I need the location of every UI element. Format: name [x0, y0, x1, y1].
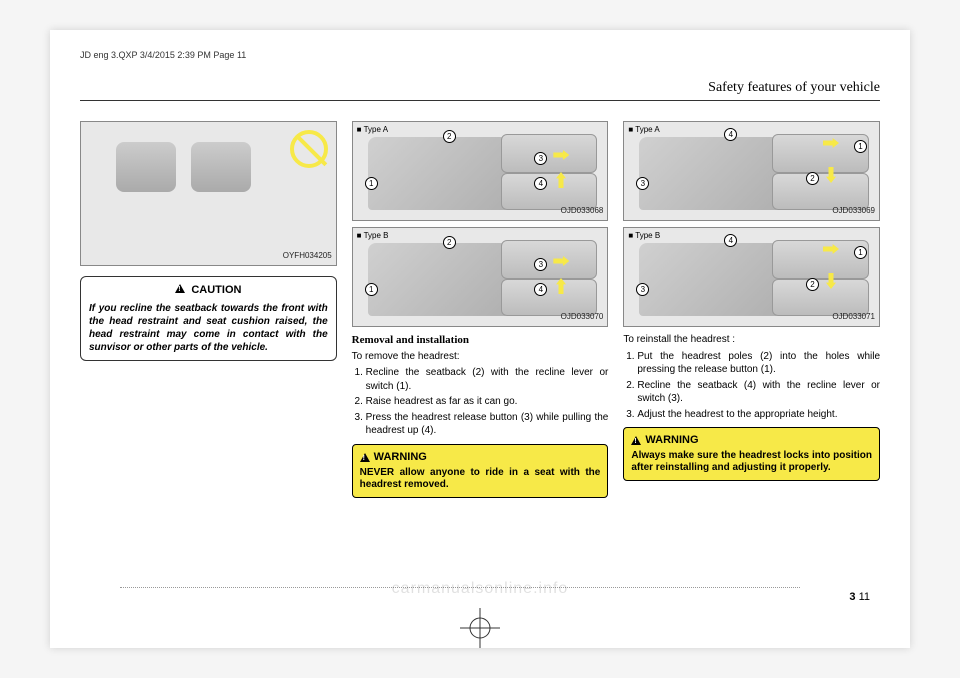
watermark: carmanualsonline.info	[392, 580, 569, 598]
figure-code: OJD033069	[832, 206, 875, 217]
intro-text: To remove the headrest:	[352, 350, 609, 364]
warning-body: NEVER allow anyone to ride in a seat wit…	[360, 467, 601, 492]
headrest-illustration	[191, 142, 251, 192]
warning-triangle-icon	[631, 436, 641, 445]
seat-illustration	[639, 243, 779, 317]
warning-title-text: WARNING	[374, 450, 427, 465]
warning-title: WARNING	[631, 433, 872, 448]
subheading-removal: Removal and installation	[352, 333, 609, 348]
headrest-inset	[501, 240, 598, 279]
step-item: Adjust the headrest to the appropriate h…	[637, 408, 880, 422]
page-number: 3 11	[849, 591, 870, 603]
caution-box: CAUTION If you recline the seatback towa…	[80, 276, 337, 361]
headrest-inset	[501, 173, 598, 210]
content-columns: OYFH034205 CAUTION If you recline the se…	[80, 121, 880, 498]
section-title: Safety features of your vehicle	[80, 80, 880, 101]
warning-triangle-icon	[175, 284, 185, 293]
warning-triangle-icon	[360, 453, 370, 462]
figure-code: OJD033070	[561, 312, 604, 323]
warning-box: WARNING NEVER allow anyone to ride in a …	[352, 444, 609, 498]
callout-2: 2	[443, 130, 456, 143]
caution-body: If you recline the seatback towards the …	[89, 302, 328, 354]
seat-illustration	[368, 137, 508, 211]
warning-box: WARNING Always make sure the headrest lo…	[623, 427, 880, 481]
callout-1: 1	[365, 177, 378, 190]
step-item: Raise headrest as far as it can go.	[366, 395, 609, 409]
callout-2: 2	[443, 236, 456, 249]
manual-page: JD eng 3.QXP 3/4/2015 2:39 PM Page 11 Sa…	[50, 30, 910, 648]
figure-code: OYFH034205	[283, 251, 332, 262]
callout-1: 1	[854, 140, 867, 153]
headrest-inset	[772, 134, 869, 173]
warning-body: Always make sure the headrest locks into…	[631, 450, 872, 475]
column-2: ■ Type A 1 2 3 4 OJD033068 ■ Type B 1 2 …	[352, 121, 609, 498]
step-item: Put the headrest poles (2) into the hole…	[637, 350, 880, 377]
figure-removal-type-a: ■ Type A 1 2 3 4 OJD033068	[352, 121, 609, 221]
figure-code: OJD033068	[561, 206, 604, 217]
figure-removal-type-b: ■ Type B 1 2 3 4 OJD033070	[352, 227, 609, 327]
figure-type-label: ■ Type A	[357, 125, 388, 136]
figure-type-label: ■ Type B	[628, 231, 660, 242]
figure-code: OJD033071	[832, 312, 875, 323]
warning-title: WARNING	[360, 450, 601, 465]
step-item: Recline the seatback (2) with the reclin…	[366, 366, 609, 393]
intro-text: To reinstall the headrest :	[623, 333, 880, 347]
figure-install-type-a: ■ Type A 1 2 3 4 OJD033069	[623, 121, 880, 221]
step-item: Recline the seatback (4) with the reclin…	[637, 379, 880, 406]
seat-illustration	[368, 243, 508, 317]
page-in-chapter: 11	[859, 591, 870, 603]
headrest-illustration	[116, 142, 176, 192]
chapter-number: 3	[849, 591, 855, 603]
headrest-inset	[501, 134, 598, 173]
caution-title: CAUTION	[89, 283, 328, 298]
prohibit-icon	[290, 130, 328, 168]
callout-2: 2	[806, 278, 819, 291]
headrest-inset	[772, 240, 869, 279]
step-item: Press the headrest release button (3) wh…	[366, 411, 609, 438]
figure-type-label: ■ Type B	[357, 231, 389, 242]
caution-title-text: CAUTION	[191, 284, 241, 296]
footer-rule	[120, 587, 800, 588]
callout-1: 1	[365, 283, 378, 296]
headrest-inset	[501, 279, 598, 316]
crop-mark-bottom	[460, 608, 500, 648]
print-header: JD eng 3.QXP 3/4/2015 2:39 PM Page 11	[80, 50, 880, 60]
headrest-inset	[772, 173, 869, 210]
callout-2: 2	[806, 172, 819, 185]
figure-seat-recline: OYFH034205	[80, 121, 337, 266]
figure-install-type-b: ■ Type B 1 2 3 4 OJD033071	[623, 227, 880, 327]
callout-1: 1	[854, 246, 867, 259]
warning-title-text: WARNING	[645, 433, 698, 448]
column-1: OYFH034205 CAUTION If you recline the se…	[80, 121, 337, 498]
removal-steps: Recline the seatback (2) with the reclin…	[352, 366, 609, 438]
install-steps: Put the headrest poles (2) into the hole…	[623, 350, 880, 422]
figure-type-label: ■ Type A	[628, 125, 659, 136]
column-3: ■ Type A 1 2 3 4 OJD033069 ■ Type B 1 2 …	[623, 121, 880, 498]
headrest-inset	[772, 279, 869, 316]
seat-illustration	[639, 137, 779, 211]
